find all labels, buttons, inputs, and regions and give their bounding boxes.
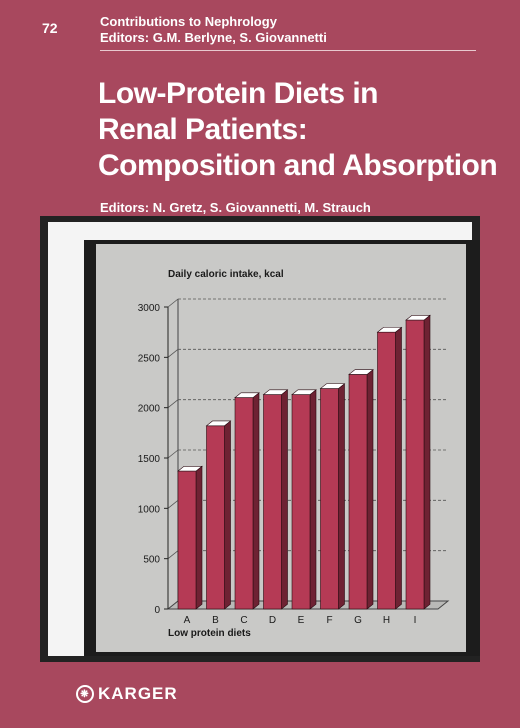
chart-gridline-diagonal — [167, 449, 179, 459]
bar-top — [376, 327, 403, 333]
chart-gridline-diagonal — [167, 399, 179, 408]
bar-top — [319, 383, 346, 389]
x-tick-label: F — [326, 615, 332, 626]
bar — [206, 425, 225, 610]
y-tick-label: 1000 — [138, 504, 161, 515]
bar-chart: Daily caloric intake, kcal Low protein d… — [138, 269, 450, 639]
series-editors: Editors: G.M. Berlyne, S. Giovannetti — [100, 30, 327, 45]
chart-gridline-diagonal — [167, 500, 179, 509]
chart-gridline-diagonal — [167, 349, 179, 358]
bar — [377, 331, 396, 610]
x-tick-label: H — [383, 615, 390, 626]
header-divider — [100, 50, 476, 51]
publisher-name: KARGER — [98, 684, 178, 703]
bar-top — [234, 392, 260, 398]
chart-gridline-diagonal — [167, 298, 179, 308]
bar-side — [395, 326, 402, 610]
chart-title: Daily caloric intake, kcal — [168, 269, 284, 280]
y-tick-label: 1500 — [138, 454, 161, 465]
series-number: 72 — [42, 20, 58, 36]
x-tick-label: D — [269, 615, 276, 626]
bar-side — [281, 389, 288, 610]
bar-top — [348, 369, 374, 375]
y-tick-label: 0 — [154, 605, 160, 616]
bar — [320, 388, 339, 610]
bar-top — [262, 389, 289, 395]
y-tick-label: 2500 — [138, 353, 161, 364]
bar-top — [405, 314, 431, 321]
bar-side — [366, 369, 374, 610]
chart-panel: Daily caloric intake, kcal Low protein d… — [96, 244, 466, 652]
bar — [291, 394, 311, 610]
book-title-line-1: Low-Protein Diets in — [98, 77, 379, 110]
bar-side — [423, 314, 431, 610]
bar-side — [252, 392, 260, 610]
bar-side — [195, 465, 203, 610]
x-tick-label: A — [184, 615, 191, 626]
bar — [177, 470, 197, 610]
book-title-line-3: Composition and Absorption — [98, 149, 498, 182]
x-tick-label: I — [414, 615, 417, 626]
series-info: Contributions to Nephrology Editors: G.M… — [100, 14, 327, 46]
x-tick-label: C — [240, 615, 247, 626]
x-tick-label: E — [298, 615, 305, 626]
publisher-logo: ❋ KARGER — [76, 684, 178, 704]
bar-side — [224, 420, 231, 610]
karger-seal-icon: ❋ — [76, 685, 94, 703]
bar-side — [338, 383, 345, 610]
bar-top — [205, 420, 232, 427]
y-tick-label: 500 — [143, 555, 160, 566]
y-tick-label: 2000 — [138, 404, 161, 415]
x-tick-label: G — [354, 615, 362, 626]
chart-gridline-diagonal — [167, 550, 179, 559]
x-tick-label: B — [212, 615, 219, 626]
bar-side — [309, 389, 317, 610]
bar — [234, 397, 254, 610]
y-tick-label: 3000 — [138, 303, 161, 314]
book-title-line-2: Renal Patients: — [98, 113, 308, 146]
bar-top — [291, 389, 317, 395]
bar — [263, 394, 282, 610]
bar — [405, 319, 425, 610]
bar — [348, 374, 368, 610]
chart-x-axis-label: Low protein diets — [168, 628, 251, 639]
book-editors: Editors: N. Gretz, S. Giovannetti, M. St… — [100, 200, 371, 215]
series-name: Contributions to Nephrology — [100, 14, 277, 29]
bar-top — [177, 465, 203, 472]
book-title: Low-Protein Diets in Renal Patients: Com… — [98, 76, 498, 184]
